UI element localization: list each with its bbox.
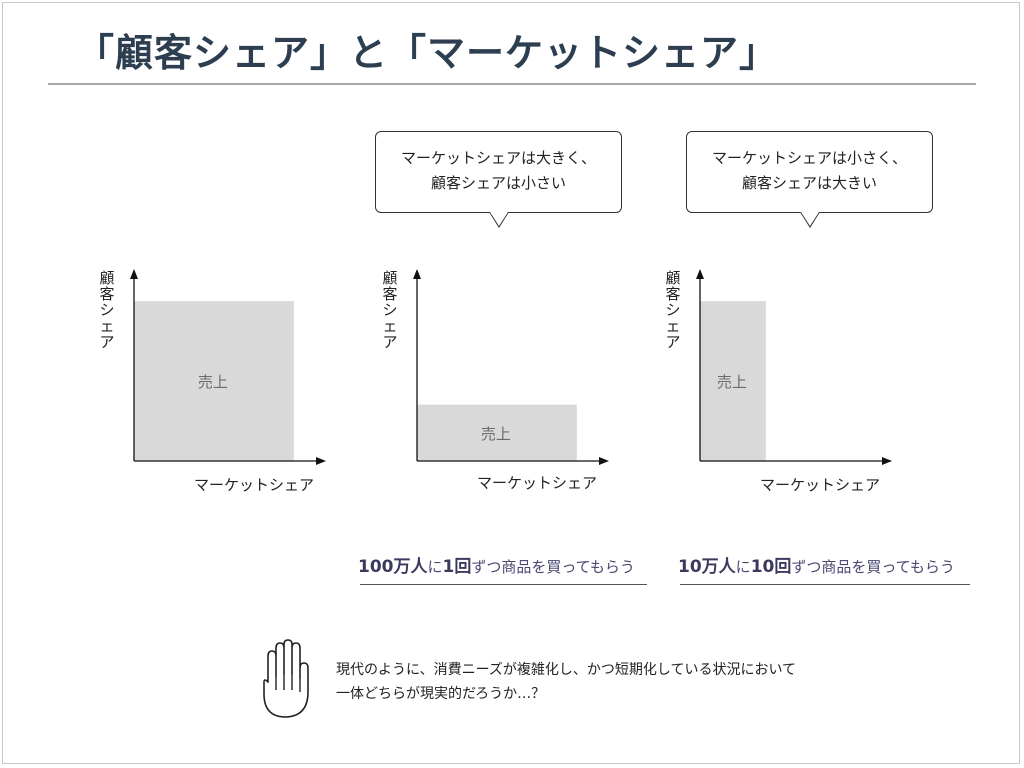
y-axis-arrow: [413, 269, 421, 279]
bubble-text-line2: 顧客シェアは小さい: [430, 174, 566, 192]
caption-market-share: 100万人に1回ずつ商品を買ってもらう: [358, 552, 635, 577]
y-axis-arrow: [696, 269, 704, 279]
x-axis-arrow: [882, 457, 892, 465]
y-axis-label: 顧客シェア: [381, 270, 399, 350]
bubble-text-line1: マーケットシェアは小さく、: [711, 149, 907, 167]
x-axis-label: マーケットシェア: [194, 476, 315, 494]
sales-area: [134, 301, 294, 461]
y-axis-label: 顧客シェア: [664, 270, 682, 350]
raised-hand-icon: [263, 639, 309, 718]
y-axis-label-char: ェ: [382, 317, 398, 335]
y-axis-label-char: ェ: [665, 317, 681, 335]
sales-area-label: 売上: [716, 373, 747, 392]
chart-plot: [696, 269, 892, 465]
speech-bubble-customer-large: マーケットシェアは小さく、 顧客シェアは大きい: [686, 131, 933, 228]
y-axis-label-char: シ: [382, 301, 398, 319]
x-axis-label: マーケットシェア: [477, 474, 598, 492]
note-line1: 現代のように、消費ニーズが複雑化し、かつ短期化している状況において: [336, 662, 797, 678]
y-axis-label-char: 客: [99, 285, 115, 303]
title-divider: [48, 83, 976, 85]
chart-plot: [413, 269, 609, 465]
caption-times: 10回: [750, 557, 792, 577]
caption-particle: に: [735, 558, 751, 576]
x-axis-label: マーケットシェア: [760, 476, 881, 494]
caption-customers: 100万人: [358, 557, 428, 577]
x-axis-arrow: [599, 457, 609, 465]
share-chart-2: 顧客シェア マーケットシェア 売上: [381, 262, 621, 502]
y-axis-label-char: 顧: [665, 269, 681, 287]
caption-particle: に: [427, 558, 443, 576]
caption-rest: ずつ商品を買ってもらう: [471, 558, 635, 576]
share-chart-3: 顧客シェア マーケットシェア 売上: [664, 262, 904, 502]
y-axis-label-char: 顧: [382, 269, 398, 287]
caption-underline: [680, 584, 970, 585]
y-axis-label-char: 顧: [99, 269, 115, 287]
y-axis-label: 顧客シェア: [98, 270, 116, 350]
sales-area-label: 売上: [480, 424, 511, 443]
caption-customers: 10万人: [678, 557, 736, 577]
y-axis-label-char: 客: [665, 285, 681, 303]
y-axis-label-char: ア: [382, 333, 398, 351]
share-chart-1: 顧客シェア マーケットシェア 売上: [98, 262, 338, 502]
y-axis-label-char: ア: [99, 333, 115, 351]
sales-area: [417, 404, 577, 461]
caption-rest: ずつ商品を買ってもらう: [791, 558, 955, 576]
caption-times: 1回: [442, 557, 472, 577]
caption-customer-share: 10万人に10回ずつ商品を買ってもらう: [678, 552, 955, 577]
x-axis-arrow: [316, 457, 326, 465]
chart-plot: [130, 269, 326, 465]
discussion-note: 現代のように、消費ニーズが複雑化し、かつ短期化している状況において 一体どちらが…: [336, 658, 796, 706]
sales-area-label: 売上: [197, 373, 228, 392]
caption-underline: [360, 584, 647, 585]
speech-bubble-market-large: マーケットシェアは大きく、 顧客シェアは小さい: [375, 131, 622, 228]
y-axis-label-char: シ: [99, 301, 115, 319]
bubble-text-line2: 顧客シェアは大きい: [741, 174, 877, 192]
sales-area: [700, 301, 766, 461]
bubble-text-line1: マーケットシェアは大きく、: [400, 149, 596, 167]
y-axis-arrow: [130, 269, 138, 279]
y-axis-label-char: 客: [382, 285, 398, 303]
slide-title: 「顧客シェア」と「マーケットシェア」: [76, 31, 779, 75]
y-axis-label-char: ェ: [99, 317, 115, 335]
y-axis-label-char: ア: [665, 333, 681, 351]
note-line2: 一体どちらが現実的だろうか…？: [336, 686, 546, 702]
y-axis-label-char: シ: [665, 301, 681, 319]
